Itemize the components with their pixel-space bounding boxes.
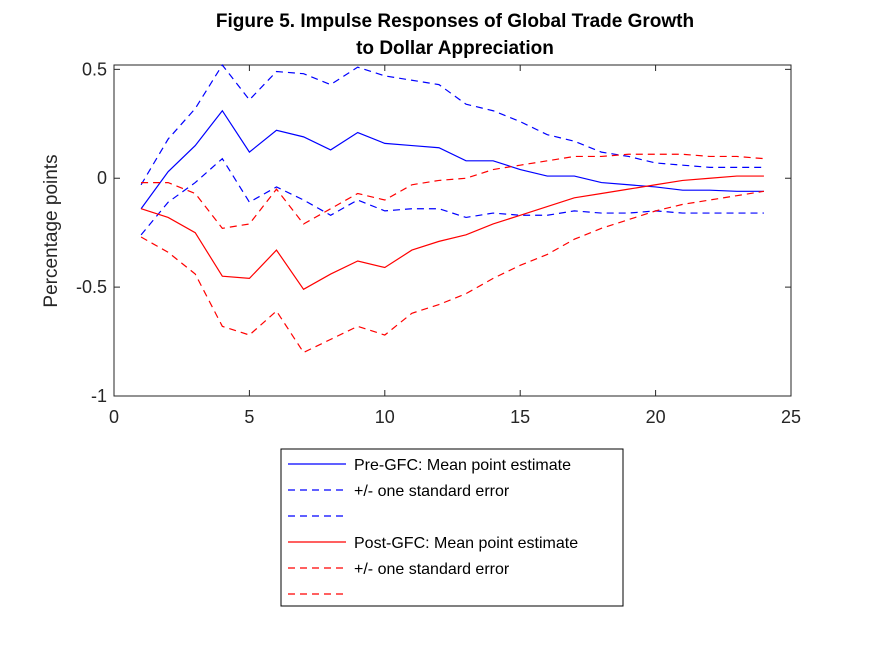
x-tick-label: 20: [646, 407, 666, 427]
y-tick-label: 0: [97, 168, 107, 188]
x-tick-label: 25: [781, 407, 801, 427]
series-layer: [140, 63, 765, 354]
series-line-2: [140, 63, 764, 186]
y-tick-label: -0.5: [76, 277, 107, 297]
chart-title: Figure 5. Impulse Responses of Global Tr…: [216, 11, 694, 32]
x-tick-label: 10: [375, 407, 395, 427]
series-line-6: [140, 190, 765, 354]
x-tick-label: 0: [109, 407, 119, 427]
legend-box: [280, 448, 624, 607]
legend-label-4: Post-GFC: Mean point estimate: [354, 535, 578, 552]
legend-label-1: Pre-GFC: Mean point estimate: [354, 457, 571, 474]
x-tick-label: 15: [510, 407, 530, 427]
series-line-1: [140, 109, 764, 210]
legend-label-2: +/- one standard error: [354, 483, 510, 500]
chart-subtitle: to Dollar Appreciation: [356, 38, 554, 59]
axis-ticks: 0 5 10 15 20 25 0.5 0 -0.5 -1: [76, 59, 801, 427]
y-tick-label: 0.5: [82, 59, 107, 79]
legend: Pre-GFC: Mean point estimate +/- one stan…: [280, 448, 624, 607]
y-axis-label: Percentage points: [41, 154, 62, 307]
plot-area: [113, 64, 792, 397]
series-line-4: [140, 175, 764, 291]
legend-label-5: +/- one standard error: [354, 561, 510, 578]
y-tick-label: -1: [91, 386, 107, 406]
series-line-3: [140, 157, 764, 236]
series-line-5: [141, 153, 764, 229]
x-tick-label: 5: [244, 407, 254, 427]
